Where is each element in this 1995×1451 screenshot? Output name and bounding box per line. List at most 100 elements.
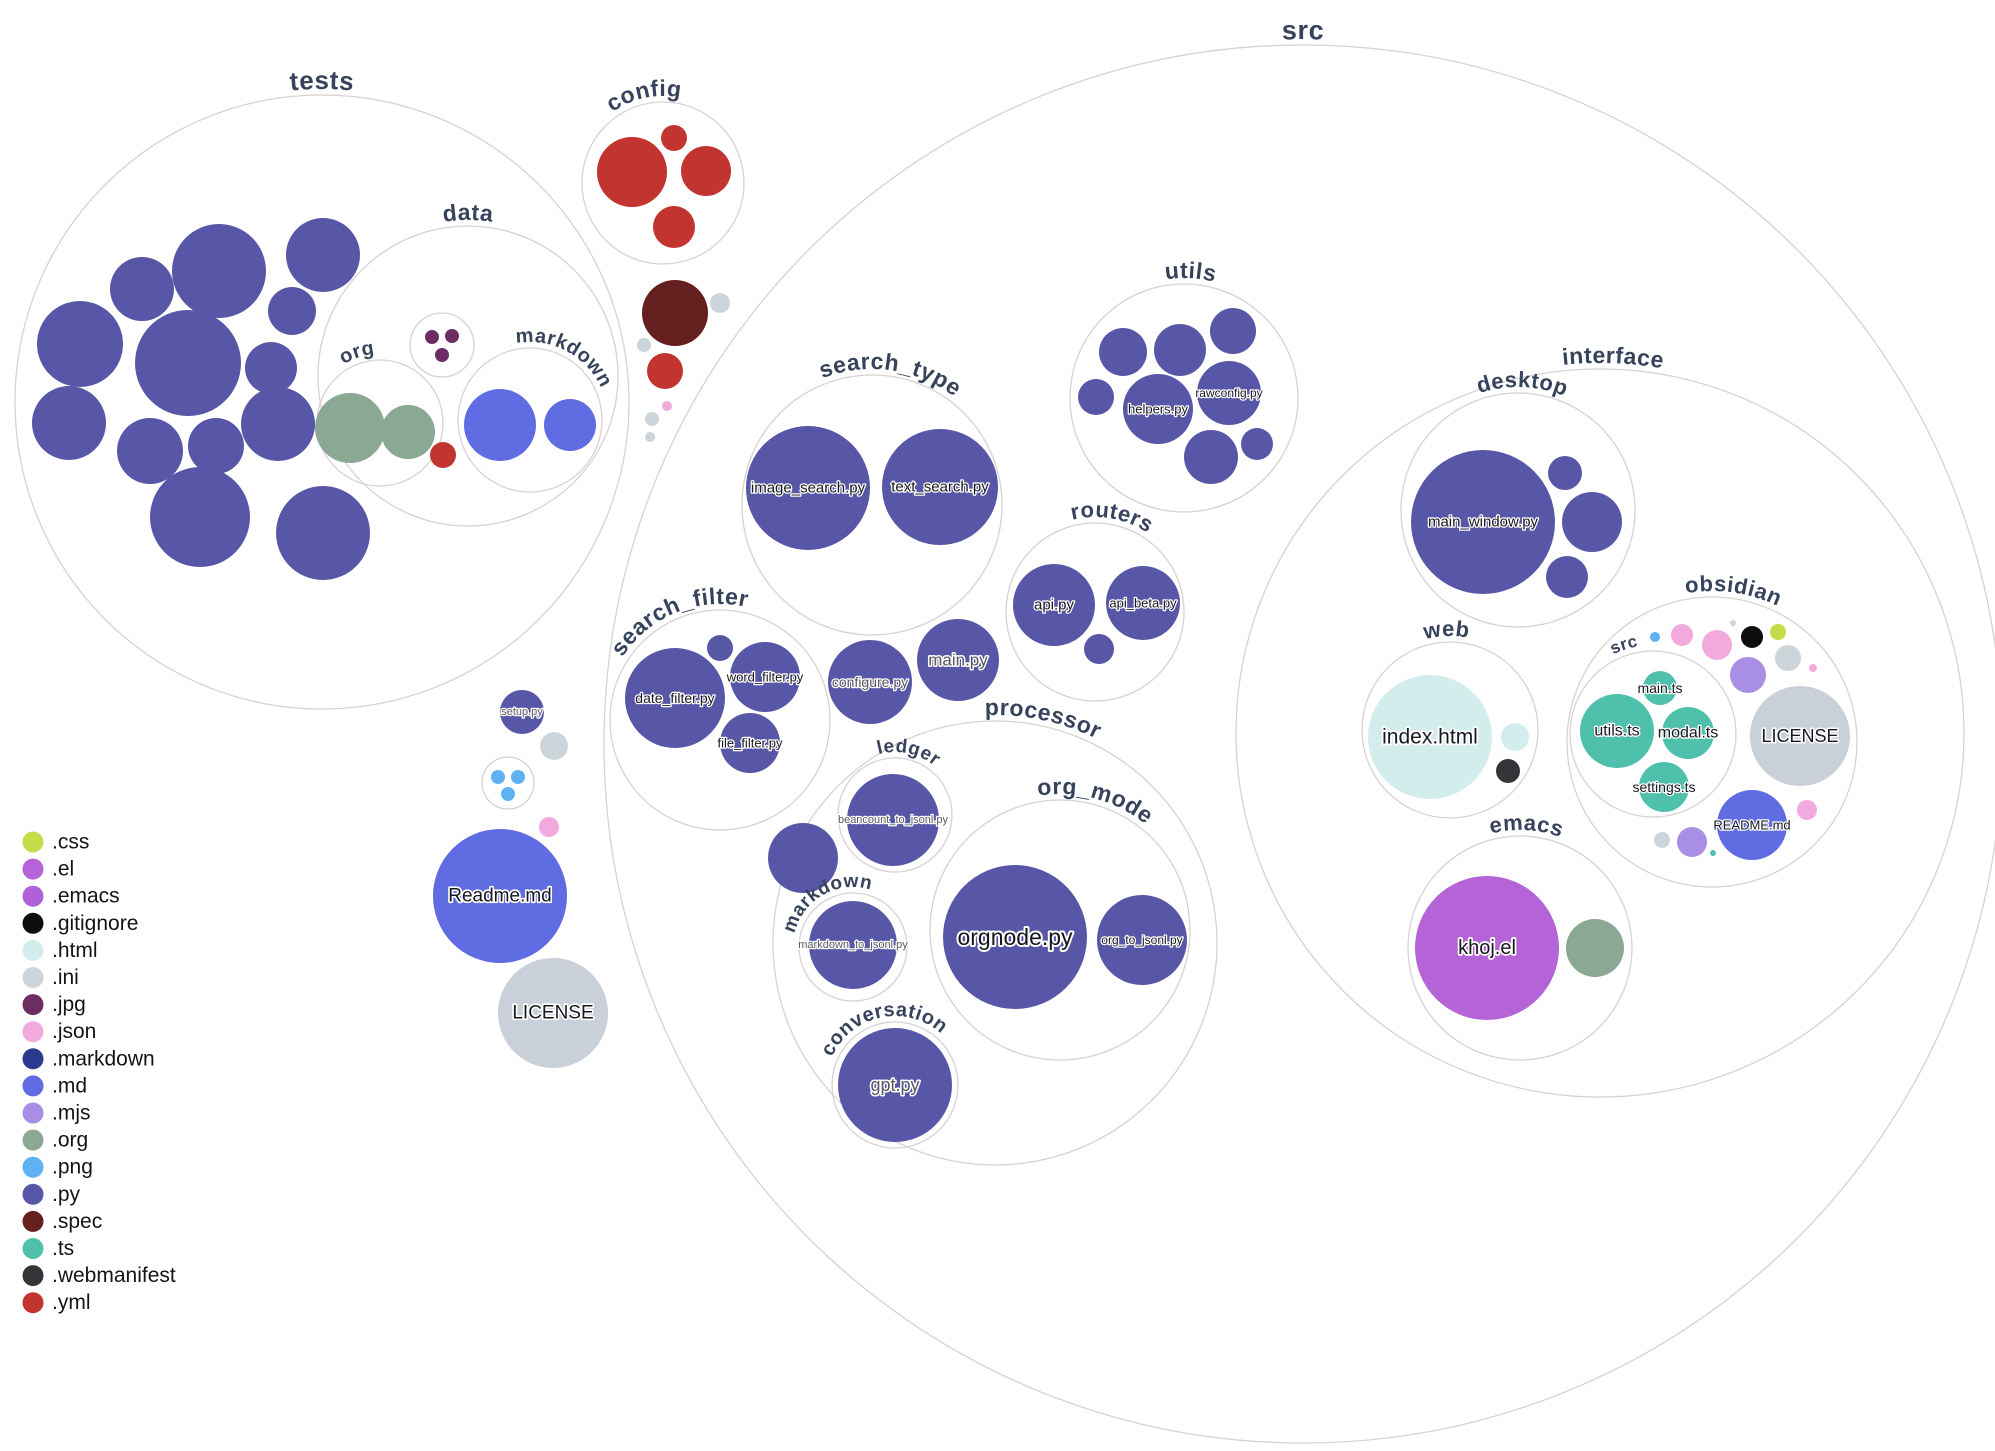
file-label-setup-py: setup.py [501,706,543,718]
file-circle-utils-py-4 [1078,379,1114,415]
file-circle-obsidian-mjs-1 [1730,657,1766,693]
dir-circle-tests [14,94,630,710]
svg-text:search_type: search_type [812,339,969,403]
file-circle-license-obsidian [1750,686,1850,786]
legend-label-org: .org [52,1129,88,1152]
file-circle-tests-py-7 [245,342,297,394]
dir-circle-processor-markdown [798,892,908,1002]
file-label-orgnode-py: orgnode.py [957,924,1073,950]
file-circle-utils-py-3 [1210,308,1256,354]
file-label-word_filter-py: word_filter.py [726,670,804,685]
file-label-api-py: api.py [1034,597,1075,614]
legend-swatch-jpg-icon [22,994,44,1016]
file-circle-web-html-2 [1501,723,1529,751]
legend-label-webmanifest: .webmanifest [52,1264,176,1287]
legend-swatch-el-icon [22,858,44,880]
file-circle-obsidian-json-2 [1702,630,1732,660]
file-circle-markdown_to_jsonl-py [809,901,897,989]
file-circle-root-yml [647,353,683,389]
legend-swatch-mjs-icon [22,1102,44,1124]
file-label-main-py: main.py [928,651,988,670]
svg-text:utils: utils [1162,256,1219,287]
dir-circle-interface-emacs [1407,835,1633,1061]
file-circle-root-json-2 [539,817,559,837]
legend-swatch-png-icon [22,1156,44,1178]
file-circle-readme-obsidian [1717,790,1787,860]
file-label-readme-md: Readme.md [448,886,552,907]
file-label-file_filter-py: file_filter.py [717,736,783,751]
file-circle-api-py [1013,564,1095,646]
svg-text:src: src [1607,631,1641,659]
svg-text:obsidian: obsidian [1680,565,1787,611]
legend-swatch-md-icon [22,1075,44,1097]
legend-label-json: .json [52,1020,96,1043]
dir-circle-config [581,101,745,265]
svg-text:org_mode: org_mode [1029,762,1162,831]
svg-text:ledger: ledger [871,730,946,772]
file-circle-tests-py-6 [268,287,316,335]
dir-circle-src-search_type [741,374,1003,636]
file-circle-processor-py-1 [768,823,838,893]
legend-label-el: .el [52,858,74,881]
file-circle-obsidian-css [1770,624,1786,640]
file-circle-main-ts [1643,671,1677,705]
file-circle-index-html [1368,675,1492,799]
svg-text:interface: interface [1560,340,1666,373]
file-circle-setup-py [500,690,544,734]
file-circle-config-yml-1 [597,137,667,207]
legend-swatch-org-icon [22,1129,44,1151]
legend-label-gitignore: .gitignore [52,912,138,935]
file-circle-word_filter-py [730,642,800,712]
file-circles [32,125,1850,1142]
file-circle-config-yml-4 [653,206,695,248]
file-circle-data-org-1 [315,393,385,463]
dir-circle-src-routers [1005,522,1185,702]
legend-label-css: .css [52,831,89,854]
file-circle-obsidian-ts-tiny [1710,850,1716,856]
file-circle-license-root [498,958,608,1068]
file-label-modal-ts: modal.ts [1658,725,1718,742]
file-circle-root-png-2 [511,770,525,784]
file-label-date_filter-py: date_filter.py [635,690,714,706]
file-circle-root-ini-3 [645,412,659,426]
dir-circle-src [603,44,1995,1444]
file-circle-root-spec [642,280,708,346]
file-circle-data-md-2 [544,399,596,451]
svg-text:web: web [1420,615,1472,644]
dir-circle-root-image-dir [481,756,535,810]
file-circle-data-yml [430,442,456,468]
file-circle-org_to_jsonl-py [1097,895,1187,985]
file-circle-root-ini-4 [645,432,655,442]
file-circle-obsidian-ini-1 [1730,620,1736,626]
legend-swatch-json-icon [22,1021,44,1043]
legend-label-png: .png [52,1156,93,1179]
file-label-readme-obsidian: README.md [1713,818,1790,833]
dir-label-data: data [441,199,494,227]
file-circle-obsidian-ini-3 [1654,832,1670,848]
file-circle-tests-py-8 [32,386,106,460]
file-circle-beancount_to_jsonl-py [847,774,939,866]
file-label-text_search-py: text_search.py [891,479,989,496]
dir-circle-processor-conversation [831,1021,959,1149]
legend-swatch-css-icon [22,831,44,853]
legend-label-py: .py [52,1183,81,1206]
file-circle-obsidian-json-1 [1671,624,1693,646]
dir-circle-interface-obsidian [1566,596,1858,888]
legend-label-md: .md [52,1074,87,1097]
file-circle-readme-md [433,829,567,963]
dir-circle-interface-web [1361,641,1539,819]
file-label-beancount_to_jsonl-py: beancount_to_jsonl.py [838,814,949,826]
file-circle-tests-py-13 [276,486,370,580]
file-circle-main_window-py [1411,450,1555,594]
file-circle-date_filter-py [625,648,725,748]
dir-circle-src-search_filter [609,609,831,831]
file-circle-data-jpg-1 [425,330,439,344]
svg-text:config: config [599,69,688,119]
legend-label-ini: .ini [52,966,79,989]
file-label-api_beta-py: api_beta.py [1109,596,1177,611]
dir-circle-processor-org_mode [929,799,1191,1061]
dir-circle-obsidian-src [1569,650,1737,818]
legend-swatch-yml-icon [22,1292,44,1314]
file-circle-obsidian-gitignore [1741,626,1763,648]
